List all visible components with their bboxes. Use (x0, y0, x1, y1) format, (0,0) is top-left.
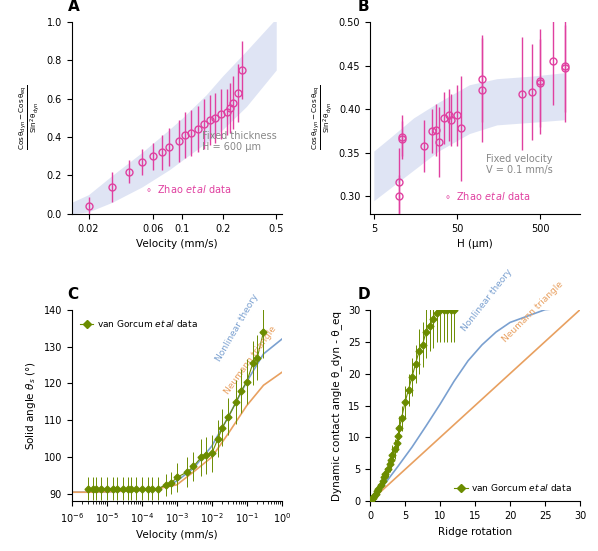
Y-axis label: $\mathregular{\frac{Cos\,\theta_{dyn} - Cos\,\theta_{eq}}{Sin^2\,\theta_{dyn}}}$: $\mathregular{\frac{Cos\,\theta_{dyn} - … (19, 85, 42, 150)
Text: A: A (68, 0, 80, 14)
Text: Nonlinear theory: Nonlinear theory (215, 293, 261, 363)
Text: Neumann triangle: Neumann triangle (501, 280, 565, 344)
Y-axis label: Dynamic contact angle θ_dyn - θ_eq: Dynamic contact angle θ_dyn - θ_eq (331, 311, 342, 500)
Text: Fixed velocity
V = 0.1 mm/s: Fixed velocity V = 0.1 mm/s (486, 154, 553, 175)
Y-axis label: $\mathregular{\frac{Cos\,\theta_{dyn} - Cos\,\theta_{eq}}{Sin^2\,\theta_{dyn}}}$: $\mathregular{\frac{Cos\,\theta_{dyn} - … (310, 85, 335, 150)
Text: Fixed thickness
H = 600 μm: Fixed thickness H = 600 μm (202, 131, 277, 153)
X-axis label: Velocity (mm/s): Velocity (mm/s) (136, 239, 218, 249)
X-axis label: H (μm): H (μm) (457, 239, 493, 249)
Text: D: D (358, 287, 370, 302)
X-axis label: Velocity (mm/s): Velocity (mm/s) (136, 531, 218, 541)
X-axis label: Ridge rotation: Ridge rotation (438, 527, 512, 537)
Text: B: B (358, 0, 369, 14)
Y-axis label: Solid angle $\theta_s$ (°): Solid angle $\theta_s$ (°) (24, 361, 38, 450)
Text: Nonlinear theory: Nonlinear theory (460, 267, 514, 333)
Text: $\circ$  Zhao $et\,al$ data: $\circ$ Zhao $et\,al$ data (145, 182, 232, 195)
Text: C: C (68, 287, 79, 302)
Legend: van Gorcum $et\,al$ data: van Gorcum $et\,al$ data (77, 314, 202, 332)
Legend: van Gorcum $et\,al$ data: van Gorcum $et\,al$ data (450, 479, 575, 497)
Text: $\circ$  Zhao $et\,al$ data: $\circ$ Zhao $et\,al$ data (444, 190, 530, 202)
Text: Neumann triangle: Neumann triangle (223, 325, 279, 396)
